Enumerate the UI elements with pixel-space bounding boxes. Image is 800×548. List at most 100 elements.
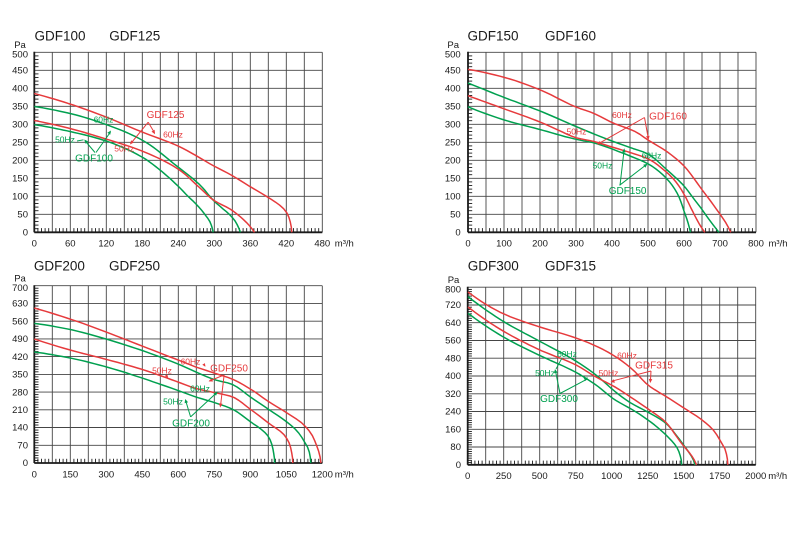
svg-text:0: 0 — [456, 460, 461, 471]
svg-text:400: 400 — [12, 84, 28, 95]
svg-text:Pa: Pa — [14, 273, 26, 284]
svg-text:800: 800 — [445, 284, 461, 295]
svg-text:50Hz: 50Hz — [593, 160, 613, 170]
svg-text:180: 180 — [134, 239, 150, 250]
svg-text:100: 100 — [12, 192, 28, 203]
svg-text:GDF100: GDF100 — [35, 29, 86, 44]
svg-text:50Hz: 50Hz — [152, 366, 172, 376]
svg-text:GDF300: GDF300 — [540, 394, 578, 405]
svg-text:0: 0 — [23, 228, 28, 239]
svg-text:500: 500 — [640, 239, 656, 250]
svg-text:490: 490 — [12, 334, 28, 345]
svg-text:m³/h: m³/h — [335, 469, 354, 480]
svg-text:2000: 2000 — [745, 471, 766, 482]
svg-text:450: 450 — [445, 66, 461, 77]
svg-text:700: 700 — [12, 283, 28, 294]
svg-text:80: 80 — [450, 442, 461, 453]
svg-text:480: 480 — [314, 239, 330, 250]
svg-text:640: 640 — [445, 318, 461, 329]
svg-text:50Hz: 50Hz — [114, 144, 134, 154]
svg-text:0: 0 — [455, 228, 460, 239]
svg-text:GDF315: GDF315 — [635, 361, 673, 372]
svg-text:GDF100: GDF100 — [75, 154, 113, 165]
svg-text:GDF200: GDF200 — [34, 259, 85, 274]
svg-text:GDF250: GDF250 — [109, 259, 160, 274]
svg-text:GDF125: GDF125 — [147, 110, 185, 121]
svg-text:m³/h: m³/h — [335, 239, 354, 250]
svg-text:400: 400 — [445, 84, 461, 95]
svg-text:100: 100 — [445, 192, 461, 203]
svg-text:210: 210 — [12, 405, 28, 416]
svg-text:m³/h: m³/h — [769, 239, 788, 250]
svg-text:0: 0 — [23, 458, 28, 469]
svg-text:1000: 1000 — [601, 471, 622, 482]
svg-text:Pa: Pa — [447, 40, 459, 51]
svg-text:70: 70 — [17, 441, 28, 452]
svg-text:0: 0 — [32, 239, 37, 250]
svg-text:420: 420 — [12, 352, 28, 363]
svg-text:350: 350 — [445, 102, 461, 113]
svg-text:140: 140 — [12, 423, 28, 434]
svg-text:GDF250: GDF250 — [210, 364, 248, 375]
svg-text:0: 0 — [465, 239, 470, 250]
svg-text:60Hz: 60Hz — [190, 383, 210, 393]
svg-text:m³/h: m³/h — [768, 471, 787, 482]
svg-text:60Hz: 60Hz — [181, 357, 201, 367]
svg-text:50Hz: 50Hz — [55, 135, 75, 145]
svg-text:300: 300 — [98, 469, 114, 480]
svg-text:500: 500 — [532, 471, 548, 482]
svg-text:GDF150: GDF150 — [468, 29, 519, 44]
svg-text:60Hz: 60Hz — [612, 110, 632, 120]
svg-text:350: 350 — [12, 370, 28, 381]
svg-text:360: 360 — [242, 239, 258, 250]
svg-text:150: 150 — [12, 174, 28, 185]
svg-text:0: 0 — [32, 469, 37, 480]
svg-text:50: 50 — [17, 210, 28, 221]
svg-text:200: 200 — [532, 239, 548, 250]
svg-text:1500: 1500 — [673, 471, 694, 482]
svg-text:900: 900 — [242, 469, 258, 480]
svg-text:280: 280 — [12, 387, 28, 398]
svg-text:Pa: Pa — [14, 40, 26, 51]
svg-text:60Hz: 60Hz — [642, 150, 662, 160]
svg-text:200: 200 — [12, 156, 28, 167]
svg-text:GDF160: GDF160 — [545, 29, 596, 44]
svg-text:300: 300 — [568, 239, 584, 250]
svg-text:150: 150 — [445, 174, 461, 185]
svg-text:Pa: Pa — [448, 275, 460, 286]
svg-text:250: 250 — [12, 138, 28, 149]
svg-text:350: 350 — [12, 102, 28, 113]
svg-text:60Hz: 60Hz — [94, 115, 114, 125]
svg-text:300: 300 — [12, 120, 28, 131]
svg-text:250: 250 — [445, 138, 461, 149]
svg-text:120: 120 — [98, 239, 114, 250]
svg-text:450: 450 — [134, 469, 150, 480]
svg-text:1250: 1250 — [637, 471, 658, 482]
svg-text:60Hz: 60Hz — [163, 129, 183, 139]
svg-text:160: 160 — [445, 425, 461, 436]
svg-text:560: 560 — [12, 316, 28, 327]
svg-text:50Hz: 50Hz — [599, 368, 619, 378]
svg-text:300: 300 — [445, 120, 461, 131]
svg-text:240: 240 — [445, 407, 461, 418]
svg-text:60: 60 — [65, 239, 76, 250]
svg-text:60Hz: 60Hz — [557, 349, 577, 359]
svg-text:600: 600 — [170, 469, 186, 480]
svg-text:240: 240 — [170, 239, 186, 250]
svg-text:GDF300: GDF300 — [468, 259, 519, 274]
svg-text:800: 800 — [748, 239, 764, 250]
svg-text:700: 700 — [712, 239, 728, 250]
svg-text:560: 560 — [445, 336, 461, 347]
svg-text:0: 0 — [465, 471, 470, 482]
svg-text:50Hz: 50Hz — [567, 126, 587, 136]
svg-text:250: 250 — [496, 471, 512, 482]
svg-text:480: 480 — [445, 353, 461, 364]
svg-text:GDF125: GDF125 — [109, 29, 160, 44]
svg-text:400: 400 — [604, 239, 620, 250]
svg-text:50Hz: 50Hz — [163, 396, 183, 406]
svg-text:600: 600 — [676, 239, 692, 250]
svg-text:750: 750 — [568, 471, 584, 482]
svg-text:750: 750 — [206, 469, 222, 480]
svg-text:450: 450 — [12, 66, 28, 77]
svg-text:420: 420 — [278, 239, 294, 250]
